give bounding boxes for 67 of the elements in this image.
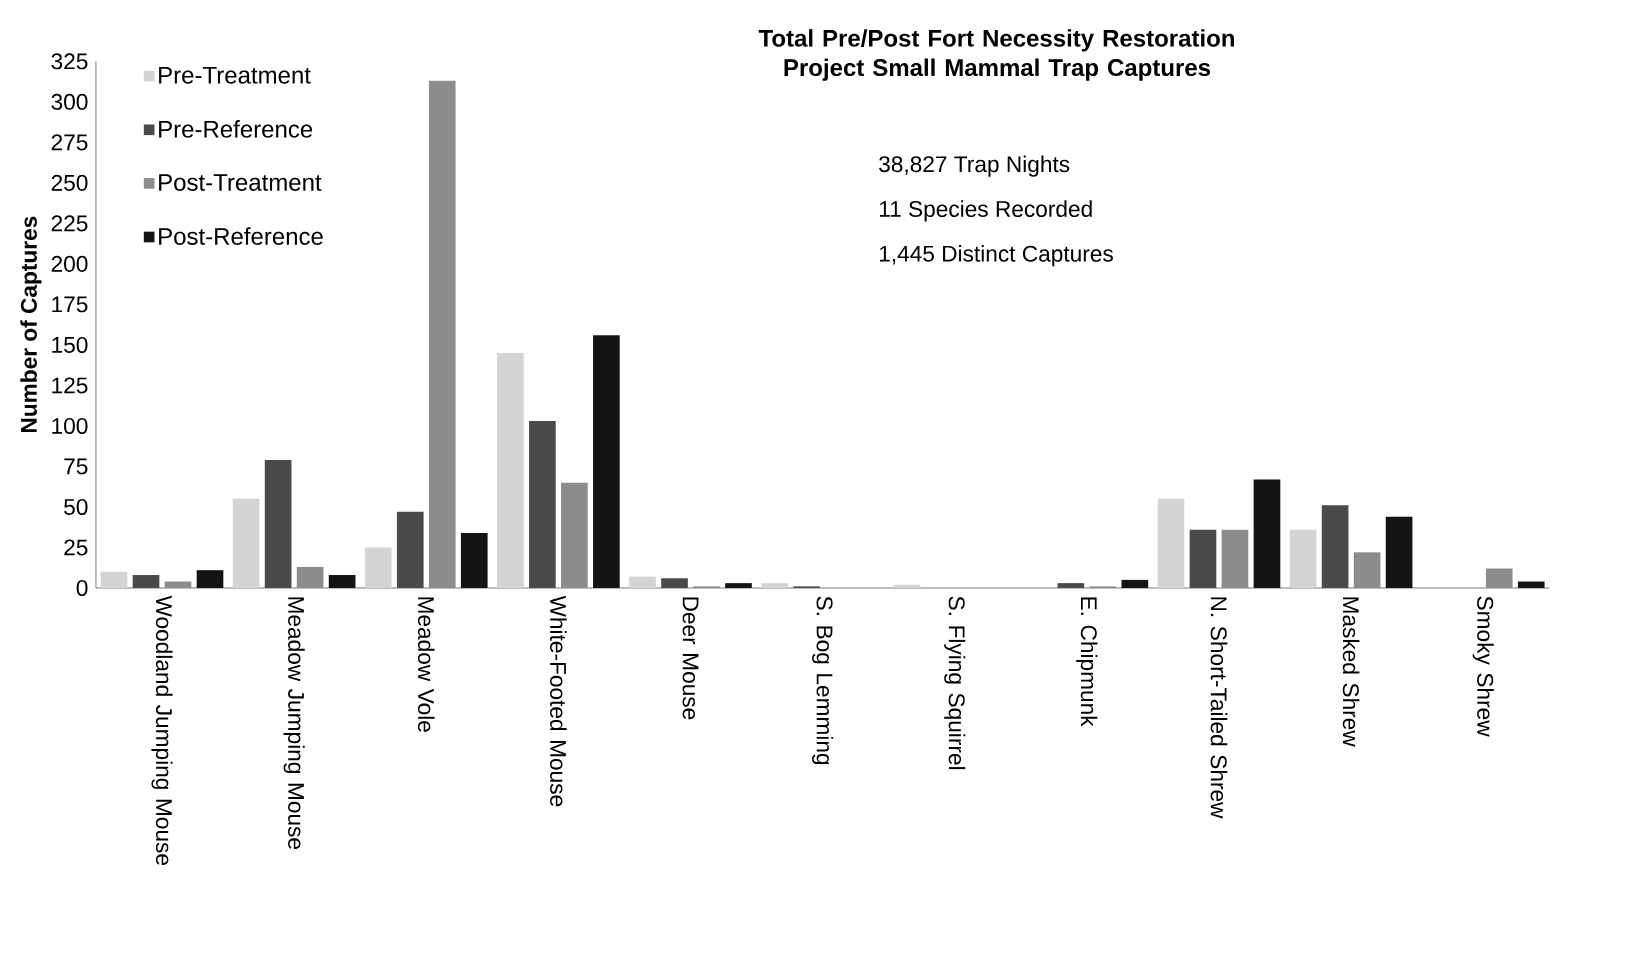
bar xyxy=(164,581,192,589)
legend-label: Post-Reference xyxy=(159,227,323,246)
bar xyxy=(100,571,128,589)
bar xyxy=(1289,529,1317,589)
bar xyxy=(661,578,688,589)
y-tick-label: 75 xyxy=(64,458,88,475)
x-tick-label: Meadow Jumping Mouse xyxy=(283,597,305,850)
bar xyxy=(1485,568,1513,589)
y-tick-label: 275 xyxy=(51,134,88,151)
x-tick-label: S. Bog Lemming xyxy=(812,596,834,765)
bar xyxy=(1221,529,1249,589)
bar xyxy=(296,567,324,589)
y-tick-label: 325 xyxy=(51,53,88,70)
y-tick-label: 150 xyxy=(52,337,88,354)
y-tick-label: 100 xyxy=(52,418,88,435)
bar xyxy=(1517,581,1545,589)
annotation: 38,827 Trap Nights xyxy=(879,155,1070,177)
bar xyxy=(364,547,392,589)
bar xyxy=(1353,552,1381,589)
annotation: 1,445 Distinct Captures xyxy=(879,245,1113,267)
bar xyxy=(1121,580,1149,589)
bar xyxy=(529,421,556,589)
bar xyxy=(561,482,588,589)
x-tick-label: Meadow Vole xyxy=(417,597,435,733)
x-tick-label: E. Chipmunk xyxy=(1076,597,1098,727)
bar xyxy=(761,583,788,589)
bar xyxy=(629,576,656,589)
bar xyxy=(1157,499,1185,589)
x-tick-label: Woodland Jumping Mouse xyxy=(151,595,173,866)
y-tick-label: 200 xyxy=(51,256,88,273)
bar xyxy=(1385,516,1413,589)
bar xyxy=(232,499,260,589)
y-tick-label: 225 xyxy=(51,215,88,232)
y-tick-label: 0 xyxy=(76,580,88,597)
bar xyxy=(396,512,424,589)
bar xyxy=(196,570,224,589)
bar xyxy=(460,533,488,589)
bar xyxy=(1321,505,1349,589)
y-tick-label: 300 xyxy=(51,93,88,111)
legend-label: Pre-Reference xyxy=(159,120,313,138)
x-tick-label: White-Footed Mouse xyxy=(550,595,567,807)
y-tick-label: 125 xyxy=(52,377,88,394)
bar xyxy=(725,583,752,589)
bar xyxy=(1057,583,1085,589)
y-axis-title: Number of Captures xyxy=(20,216,42,433)
legend-label: Post-Treatment xyxy=(159,174,322,192)
chart-title: Total Pre/Post Fort Necessity Restoration Project Small Mammal Trap Captures xyxy=(758,29,1234,82)
bar xyxy=(1253,479,1281,589)
bar xyxy=(264,460,292,589)
x-tick-label: N. Short-Tailed Shrew xyxy=(1210,597,1228,819)
y-tick-label: 250 xyxy=(51,175,88,192)
x-tick-label: Smoky Shrew xyxy=(1472,596,1494,737)
x-tick-label: Masked Shrew xyxy=(1342,597,1360,747)
bar xyxy=(132,575,160,589)
bar xyxy=(1189,529,1217,589)
bar xyxy=(328,575,356,589)
y-tick-label: 175 xyxy=(52,296,88,313)
bar xyxy=(593,335,620,589)
bar xyxy=(893,584,921,589)
y-tick-label: 50 xyxy=(64,499,88,516)
x-tick-label: Deer Mouse xyxy=(682,597,699,720)
bar xyxy=(497,353,524,589)
x-tick-label: S. Flying Squirrel xyxy=(944,596,966,770)
annotation: 11 Species Recorded xyxy=(879,200,1092,222)
legend-label: Pre-Treatment xyxy=(159,67,311,84)
bar xyxy=(428,80,456,589)
y-tick-label: 25 xyxy=(64,539,88,556)
